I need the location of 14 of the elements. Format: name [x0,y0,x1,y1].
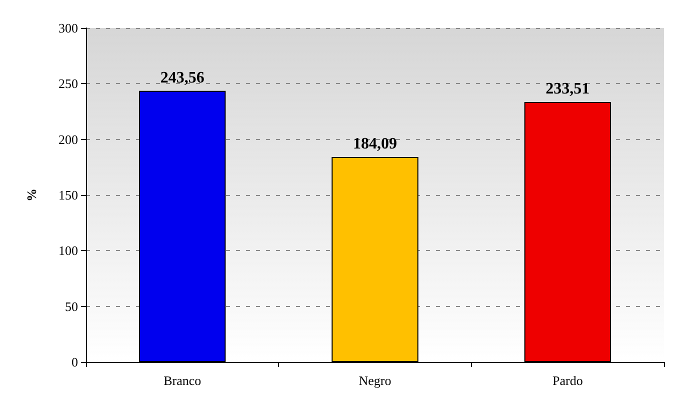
y-tick-label: 300 [58,20,78,36]
y-tick-label: 50 [65,298,78,314]
x-tick-label: Pardo [552,373,583,388]
data-label: 233,51 [546,80,590,98]
y-tick-label: 100 [58,243,78,258]
data-label: 243,56 [160,69,204,86]
y-tick-label: 250 [58,76,78,92]
x-tick-label: Branco [164,373,202,388]
x-tick-label: Negro [358,373,392,388]
y-tick-label: 0 [72,354,78,370]
data-label: 184,09 [353,136,397,153]
y-tick-label: 150 [58,188,78,202]
y-tick-label: 200 [58,132,78,147]
y-axis-title: % [24,188,39,202]
